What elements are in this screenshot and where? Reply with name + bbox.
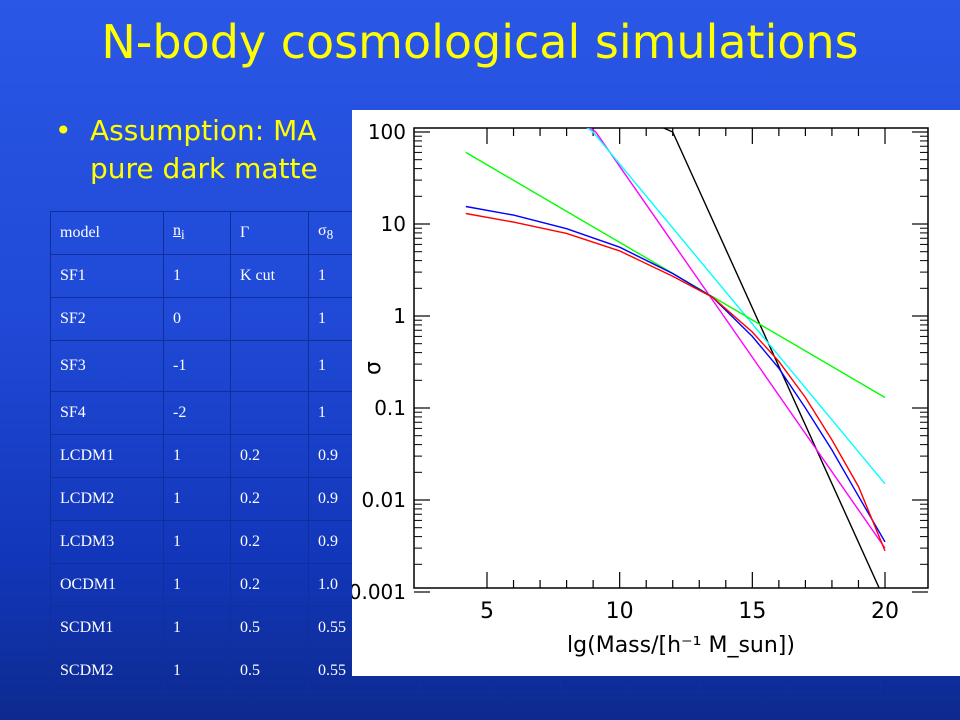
- table-header-cell: ni: [163, 211, 231, 255]
- table-cell: 1: [163, 649, 231, 693]
- sigma-mass-plot: 0.001 0.01 0.1 1 10 100 5 10 15 20 σ lg(Mass/[h⁻¹ M…: [352, 110, 960, 676]
- x-tick-label: 10: [606, 599, 634, 624]
- x-tick-label: 15: [738, 599, 766, 624]
- table-cell: 1: [163, 477, 231, 521]
- table-cell: OCDM1: [50, 563, 164, 607]
- table-cell: SF2: [50, 297, 164, 341]
- series-line-5: [465, 212, 886, 552]
- table-cell: 0.2: [230, 520, 309, 564]
- y-tick-label: 10: [381, 212, 406, 236]
- x-tick-label: 5: [480, 599, 494, 624]
- table-cell: K cut: [230, 254, 309, 298]
- table-cell: LCDM1: [50, 434, 164, 478]
- table-cell: 1: [163, 606, 231, 650]
- x-axis-label: lg(Mass/[h⁻¹ M_sun]): [567, 633, 795, 658]
- table-cell: 1: [163, 520, 231, 564]
- table-cell: SCDM1: [50, 606, 164, 650]
- table-cell: 0.2: [230, 477, 309, 521]
- y-tick-label: 1: [393, 304, 406, 328]
- y-tick-label: 100: [368, 120, 406, 144]
- table-cell: 1: [163, 563, 231, 607]
- series-line-2: [586, 128, 886, 485]
- x-tick-label: 20: [871, 599, 899, 624]
- series-line-1: [588, 128, 886, 549]
- table-cell: [230, 297, 309, 341]
- bullet-marker: •: [55, 114, 72, 147]
- table-cell: 1: [163, 434, 231, 478]
- bullet-text-line2: pure dark matte: [90, 152, 318, 185]
- series-line-0: [661, 128, 880, 588]
- table-cell: 0.5: [230, 606, 309, 650]
- y-axis-label: σ: [361, 361, 386, 375]
- y-tick-label: 0.1: [374, 396, 406, 420]
- table-cell: 0.2: [230, 563, 309, 607]
- table-cell: SF3: [50, 340, 164, 392]
- table-cell: SCDM2: [50, 649, 164, 693]
- plot-frame: [413, 127, 929, 589]
- table-cell: 0: [163, 297, 231, 341]
- y-tick-label: 0.01: [361, 488, 406, 512]
- series-line-4: [465, 205, 886, 543]
- table-header-cell: Γ: [230, 211, 309, 255]
- plot-svg: 0.001 0.01 0.1 1 10 100 5 10 15 20 σ lg(Mass/[h⁻¹ M…: [352, 120, 929, 658]
- table-cell: [230, 391, 309, 435]
- table-cell: 0.5: [230, 649, 309, 693]
- table-cell: SF4: [50, 391, 164, 435]
- table-cell: 1: [163, 254, 231, 298]
- slide-title: N-body cosmological simulations: [101, 15, 859, 69]
- table-header-cell: model: [50, 211, 164, 255]
- table-cell: 0.2: [230, 434, 309, 478]
- table-cell: -1: [163, 340, 231, 392]
- bullet-text: Assumption: MA pure dark matte: [90, 112, 420, 188]
- table-cell: LCDM2: [50, 477, 164, 521]
- table-cell: SF1: [50, 254, 164, 298]
- table-cell: LCDM3: [50, 520, 164, 564]
- table-cell: [230, 340, 309, 392]
- y-tick-label: 0.001: [352, 580, 406, 604]
- bullet-text-line1: Assumption: MA: [90, 114, 317, 147]
- table-cell: -2: [163, 391, 231, 435]
